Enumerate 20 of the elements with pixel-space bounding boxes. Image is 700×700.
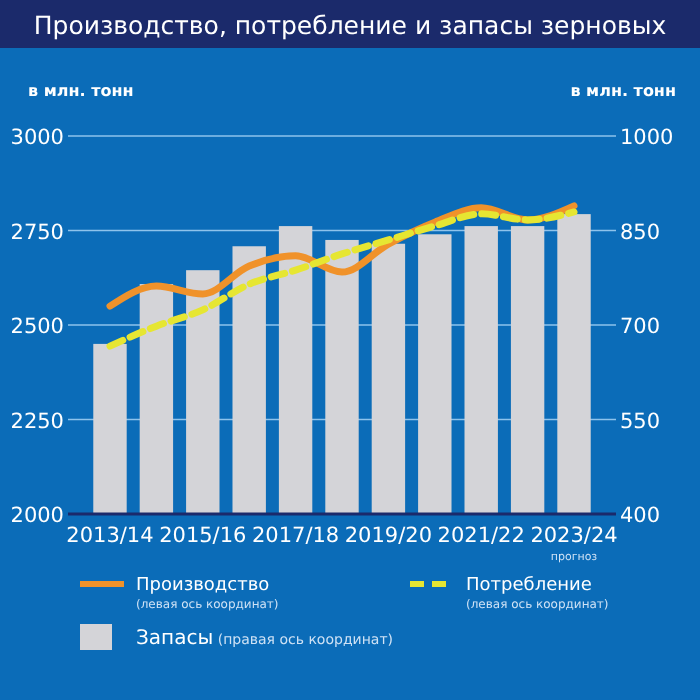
x-tick-label: 2015/16 xyxy=(159,524,248,548)
x-tick-label: 2013/14 xyxy=(66,524,155,548)
y-axis-title: в млн. тонн xyxy=(28,82,134,100)
x-tick-label: 2017/18 xyxy=(251,524,340,548)
y-tick-label: 3000 xyxy=(10,126,64,150)
y2-tick-label: 400 xyxy=(620,504,661,528)
y-tick-label: 2000 xyxy=(10,504,64,528)
y2-axis-title: в млн. тонн xyxy=(570,82,676,100)
y2-tick-label: 850 xyxy=(620,220,661,245)
x-tick-label: 2021/22 xyxy=(437,524,525,548)
x-tick-label: 2023/24 xyxy=(530,524,619,548)
y-tick-label: 2750 xyxy=(10,220,64,245)
y2-tick-label: 700 xyxy=(620,315,661,339)
x-tick-label: 2019/20 xyxy=(344,524,433,548)
y2-tick-label: 550 xyxy=(620,409,661,434)
chart-title: Производство, потребление и запасы зерновых xyxy=(33,10,667,40)
y-tick-label: 2500 xyxy=(10,315,64,339)
line-series xyxy=(106,208,578,350)
y2-tick-label: 1000 xyxy=(620,126,674,150)
y-tick-label: 2250 xyxy=(10,409,64,434)
